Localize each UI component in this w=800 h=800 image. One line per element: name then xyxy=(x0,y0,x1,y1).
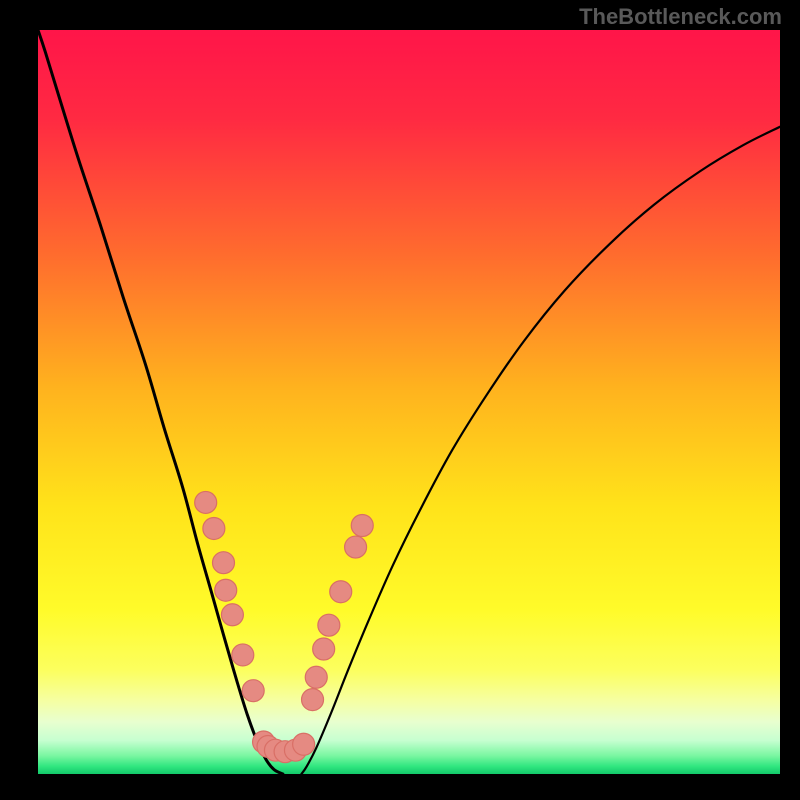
marker-left xyxy=(203,517,225,539)
marker-left xyxy=(221,604,243,626)
curve-layer xyxy=(38,30,780,774)
marker-left xyxy=(232,644,254,666)
marker-left xyxy=(195,491,217,513)
watermark-text: TheBottleneck.com xyxy=(579,4,782,30)
marker-right xyxy=(313,638,335,660)
marker-right xyxy=(351,515,373,537)
marker-right xyxy=(345,536,367,558)
chart-container: TheBottleneck.com xyxy=(0,0,800,800)
marker-right xyxy=(302,689,324,711)
marker-right xyxy=(305,666,327,688)
marker-right xyxy=(318,614,340,636)
marker-left xyxy=(215,579,237,601)
right-curve xyxy=(301,127,780,774)
plot-area xyxy=(38,30,780,774)
marker-left xyxy=(242,680,264,702)
marker-valley xyxy=(293,733,315,755)
marker-left xyxy=(213,552,235,574)
marker-right xyxy=(330,581,352,603)
